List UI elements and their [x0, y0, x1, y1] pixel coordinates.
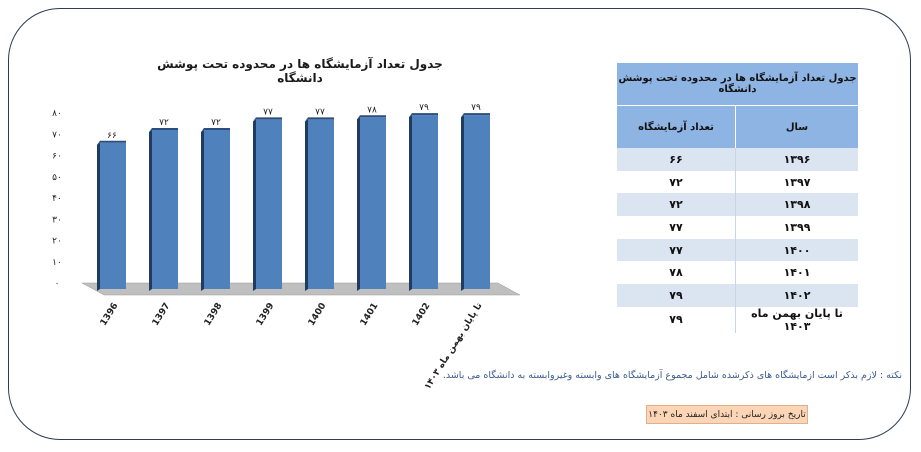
update-date-badge: تاریخ بروز رسانی : ابتدای اسفند ماه ۱۴۰۳ [646, 405, 808, 424]
chart-floor [81, 282, 521, 296]
bar [308, 119, 334, 289]
table-cell-year: ۱۳۹۹ [735, 216, 858, 239]
table-cell-count: ۷۷ [617, 216, 736, 239]
bar-top [97, 140, 126, 145]
lab-count-table: جدول تعداد آزمایشگاه ها در محدوده تحت پو… [617, 63, 858, 333]
footnote: نکته : لازم بذکر است ازمایشگاه های ذکرشد… [442, 370, 902, 381]
bar-side [253, 119, 256, 291]
bar-side [201, 130, 204, 291]
table-cell-year: ۱۳۹۶ [735, 148, 858, 171]
bar-top [357, 115, 386, 120]
table-cell-count: ۷۹ [617, 284, 736, 307]
y-tick-label: ۴۰ [52, 194, 62, 204]
y-tick-label: ۰ [55, 279, 60, 289]
bar-value-label: ۷۲ [159, 118, 169, 128]
table-cell-count: ۷۲ [617, 170, 736, 194]
bar [204, 130, 230, 289]
bar-side [149, 130, 152, 291]
bar [360, 117, 386, 289]
bar-top [201, 128, 230, 132]
table-cell-count: ۷۸ [617, 261, 736, 285]
bar-top [149, 128, 178, 132]
x-category-label: 1400 [307, 301, 329, 328]
x-category-label: 1397 [151, 301, 173, 328]
table-title: جدول تعداد آزمایشگاه ها در محدوده تحت پو… [617, 63, 858, 106]
table-row: ۱۳۹۶ ۶۶ [617, 148, 858, 171]
y-tick-label: ۵۰ [52, 173, 62, 183]
bar [152, 130, 178, 289]
table-cell-year: ۱۴۰۱ [735, 261, 858, 285]
bar-value-label: ۶۶ [107, 131, 117, 141]
table-row: ۱۳۹۸ ۷۲ [617, 193, 858, 217]
table-row: ۱۴۰۲ ۷۹ [617, 284, 858, 307]
table-cell-year: ۱۴۰۲ [735, 284, 858, 307]
bar-value-label: ۷۹ [471, 103, 481, 113]
table-cell-count: ۷۹ [617, 306, 736, 333]
table-row: ۱۳۹۷ ۷۲ [617, 170, 858, 194]
x-category-label: 1399 [255, 301, 277, 328]
y-tick-label: ۷۰ [52, 130, 62, 140]
bar-side [305, 119, 308, 291]
table-cell-count: ۷۲ [617, 193, 736, 217]
bar-side [97, 142, 100, 291]
table-cell-year: ۱۳۹۷ [735, 170, 858, 194]
y-tick-label: ۶۰ [52, 152, 62, 162]
table-row: تا پایان بهمن ماه ۱۴۰۳ ۷۹ [617, 306, 858, 333]
bar-value-label: ۷۲ [211, 118, 221, 128]
bar-value-label: ۷۹ [419, 103, 429, 113]
table-cell-year: تا پایان بهمن ماه ۱۴۰۳ [735, 306, 858, 333]
x-category-label: 1398 [203, 301, 225, 328]
table-row: ۱۴۰۱ ۷۸ [617, 261, 858, 285]
bar-top [461, 113, 490, 118]
bar-side [357, 117, 360, 291]
table-header-count: تعداد آزمایشگاه [617, 105, 736, 148]
table-cell-count: ۶۶ [617, 148, 736, 171]
chart-title: جدول تعداد آزمایشگاه ها در محدوده تحت پو… [157, 57, 443, 85]
table-cell-year: ۱۴۰۰ [735, 238, 858, 262]
table-row: ۱۳۹۹ ۷۷ [617, 216, 858, 239]
bar-value-label: ۷۸ [367, 105, 377, 115]
y-tick-label: ۱۰ [52, 258, 62, 268]
bar-side [461, 115, 464, 291]
table-header-year: سال [735, 105, 858, 148]
table-cell-year: ۱۳۹۸ [735, 193, 858, 217]
bar [412, 115, 438, 289]
bar-side [409, 115, 412, 291]
bar [256, 119, 282, 289]
bar-top [305, 117, 334, 122]
x-category-label: 1401 [359, 301, 381, 328]
y-tick-label: ۸۰ [52, 109, 62, 119]
bar-top [409, 113, 438, 118]
table-cell-count: ۷۷ [617, 238, 736, 262]
bar [100, 142, 126, 289]
y-tick-label: ۲۰ [52, 237, 62, 247]
x-category-label: 1402 [411, 301, 433, 328]
x-category-label: 1396 [99, 301, 121, 328]
bar [464, 115, 490, 289]
table-row: ۱۴۰۰ ۷۷ [617, 238, 858, 262]
bar-top [253, 117, 282, 122]
bar-value-label: ۷۷ [315, 107, 325, 117]
bar-value-label: ۷۷ [263, 107, 273, 117]
y-tick-label: ۳۰ [52, 215, 62, 225]
